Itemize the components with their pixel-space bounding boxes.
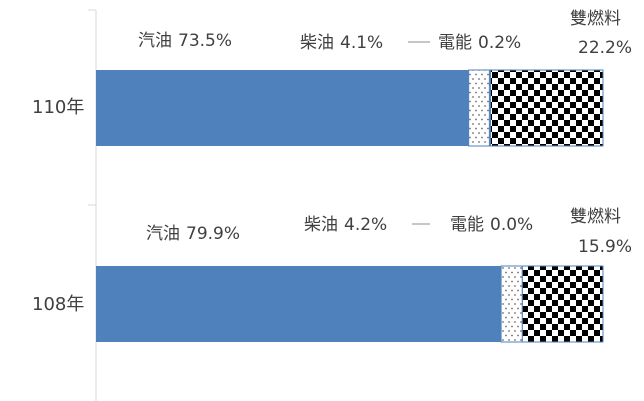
- category-label-108: 108年: [32, 294, 84, 315]
- bar-segment-dualfuel-108: [521, 265, 604, 343]
- data-label-dualfuel-name-110: 雙燃料: [570, 9, 621, 29]
- data-label-dualfuel-value-110: 22.2%: [578, 38, 632, 58]
- data-label-diesel-110: 柴油 4.1%: [300, 33, 383, 53]
- data-label-gasoline-108: 汽油 79.9%: [146, 224, 240, 244]
- category-label-110: 110年: [32, 97, 84, 118]
- data-label-electric-108: 電能 0.0%: [450, 215, 533, 235]
- bar-segment-dualfuel-110: [489, 69, 604, 147]
- data-label-electric-110: 電能 0.2%: [438, 33, 521, 53]
- bar-segment-diesel-110: [468, 69, 490, 147]
- data-label-gasoline-110: 汽油 73.5%: [138, 31, 232, 51]
- bar-segments: [96, 69, 604, 343]
- bar-segment-gasoline-108: [96, 266, 502, 342]
- data-label-dualfuel-value-108: 15.9%: [578, 237, 632, 257]
- data-label-dualfuel-name-108: 雙燃料: [570, 207, 621, 227]
- data-label-diesel-108: 柴油 4.2%: [304, 215, 387, 235]
- bar-segment-diesel-108: [500, 265, 523, 343]
- bar-segment-gasoline-110: [96, 70, 469, 146]
